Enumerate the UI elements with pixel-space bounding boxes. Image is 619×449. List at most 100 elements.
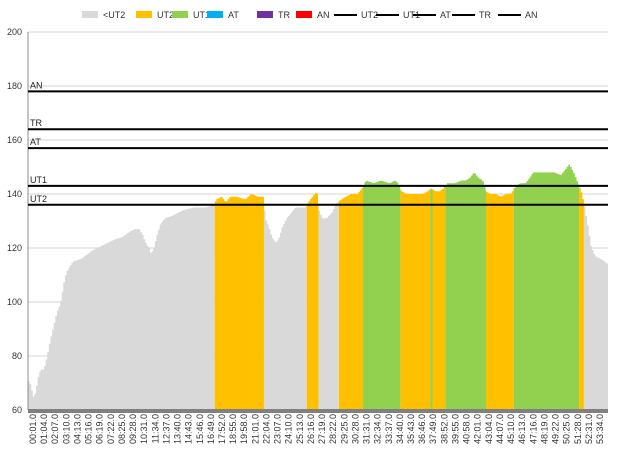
x-tick-label: 36:46.0: [417, 414, 427, 444]
y-axis-ticks: 60 80 100 120 140 160 180 200: [7, 27, 22, 415]
x-tick-label: 10:31.0: [139, 414, 149, 444]
x-tick-label: 52:31.0: [584, 414, 594, 444]
x-tick-label: 32:34.0: [373, 414, 383, 444]
x-tick-label: 11:34.0: [150, 414, 160, 443]
y-tick-label: 180: [7, 81, 22, 91]
x-tick-label: 02:07.0: [50, 414, 60, 444]
legend-swatch: [172, 11, 188, 18]
legend-label: TR: [278, 10, 290, 20]
x-tick-label: 17:52.0: [217, 414, 227, 444]
legend-swatch: [136, 11, 152, 18]
x-tick-label: 38:52.0: [439, 414, 449, 444]
y-tick-label: 160: [7, 135, 22, 145]
y-tick-label: 60: [12, 405, 22, 415]
x-tick-label: 37:49.0: [428, 414, 438, 444]
x-tick-label: 08:25.0: [117, 414, 127, 444]
x-tick-label: 06:19.0: [95, 414, 105, 444]
legend-swatch: [296, 11, 312, 18]
threshold-label-ut2: UT2: [30, 194, 47, 204]
x-tick-label: 29:25.0: [339, 414, 349, 444]
x-tick-label: 33:37.0: [384, 414, 394, 444]
zone-area-ut1: [362, 180, 401, 410]
x-tick-label: 51:28.0: [573, 414, 583, 444]
x-tick-label: 15:46.0: [195, 414, 205, 444]
zone-area-ut2: [338, 188, 363, 410]
x-tick-label: 00:01.0: [28, 414, 38, 444]
x-tick-label: 13:40.0: [173, 414, 183, 444]
x-axis-line: [28, 409, 608, 413]
x-tick-label: 34:40.0: [395, 414, 405, 444]
x-tick-label: 39:55.0: [450, 414, 460, 444]
x-tick-label: 19:58.0: [239, 414, 249, 444]
legend-label: AT: [440, 10, 451, 20]
x-tick-label: 21:01.0: [250, 414, 260, 444]
y-tick-label: 100: [7, 297, 22, 307]
axes: [27, 32, 608, 413]
x-tick-label: 49:22.0: [551, 414, 561, 444]
x-tick-label: 45:10.0: [506, 414, 516, 444]
x-tick-label: 48:19.0: [539, 414, 549, 444]
zone-area-ut2: [579, 187, 584, 410]
x-tick-label: 50:25.0: [562, 414, 572, 444]
x-tick-label: 03:10.0: [61, 414, 71, 444]
x-tick-label: 42:01.0: [473, 414, 483, 444]
threshold-label-at: AT: [30, 137, 41, 147]
x-tick-label: 46:13.0: [517, 414, 527, 444]
zone-area-ut1: [513, 164, 580, 410]
x-tick-label: 44:07.0: [495, 414, 505, 444]
x-tick-label: 47:16.0: [528, 414, 538, 444]
zone-area-ut2: [214, 194, 264, 410]
zone-area-lt-ut2: [28, 204, 215, 410]
x-tick-label: 16:49.0: [206, 414, 216, 444]
legend-swatch: [257, 11, 273, 18]
legend-label: <UT2: [103, 10, 125, 20]
legend-label: UT1: [403, 10, 420, 20]
x-tick-label: 30:28.0: [350, 414, 360, 444]
zone-area-ut2: [400, 189, 431, 410]
x-tick-label: 40:58.0: [462, 414, 472, 444]
zone-area-lt-ut2: [318, 201, 339, 410]
legend-label: TR: [479, 10, 491, 20]
x-tick-label: 24:10.0: [284, 414, 294, 444]
legend-label: UT2: [361, 10, 378, 20]
legend-label: UT1: [193, 10, 210, 20]
threshold-lines: AN TR AT UT1 UT2: [28, 80, 608, 206]
x-tick-label: 27:19.0: [317, 414, 327, 444]
x-tick-label: 22:04.0: [261, 414, 271, 444]
x-tick-label: 12:37.0: [161, 414, 171, 444]
y-tick-label: 80: [12, 351, 22, 361]
x-axis-ticks: 00:01.0 01:04.0 02:07.0 03:10.0 04:13.0 05:16…: [28, 414, 605, 444]
threshold-label-an: AN: [30, 80, 43, 90]
x-tick-label: 35:43.0: [406, 414, 416, 444]
x-tick-label: 31:31.0: [362, 414, 372, 444]
legend-label: AN: [317, 10, 330, 20]
legend-label: UT2: [157, 10, 174, 20]
x-tick-label: 14:43.0: [184, 414, 194, 444]
x-tick-label: 23:07.0: [273, 414, 283, 444]
zone-area-ut2: [486, 189, 514, 410]
x-tick-label: 25:13.0: [295, 414, 305, 444]
y-tick-label: 120: [7, 243, 22, 253]
x-tick-label: 28:22.0: [328, 414, 338, 444]
x-tick-label: 09:28.0: [128, 414, 138, 444]
legend-swatch: [82, 11, 98, 18]
x-tick-label: 07:22.0: [106, 414, 116, 444]
x-tick-label: 26:16.0: [306, 414, 316, 444]
x-tick-label: 43:04.0: [484, 414, 494, 444]
zone-area-lt-ut2: [583, 206, 608, 410]
x-tick-label: 04:13.0: [72, 414, 82, 444]
x-tick-label: 01:04.0: [39, 414, 49, 444]
legend-label: AN: [525, 10, 538, 20]
x-tick-label: 53:34.0: [595, 414, 605, 444]
threshold-label-tr: TR: [30, 118, 42, 128]
zone-area-ut1: [445, 173, 487, 410]
zone-area-ut2: [432, 186, 446, 410]
x-tick-label: 18:55.0: [228, 414, 238, 444]
zone-area-ut1: [430, 188, 433, 410]
legend: <UT2 UT2 UT1 AT TR AN UT2 UT1 AT TR AN: [82, 10, 538, 20]
zone-areas: [28, 164, 608, 410]
zone-area-lt-ut2: [263, 205, 307, 410]
zone-area-ut2: [306, 192, 319, 410]
